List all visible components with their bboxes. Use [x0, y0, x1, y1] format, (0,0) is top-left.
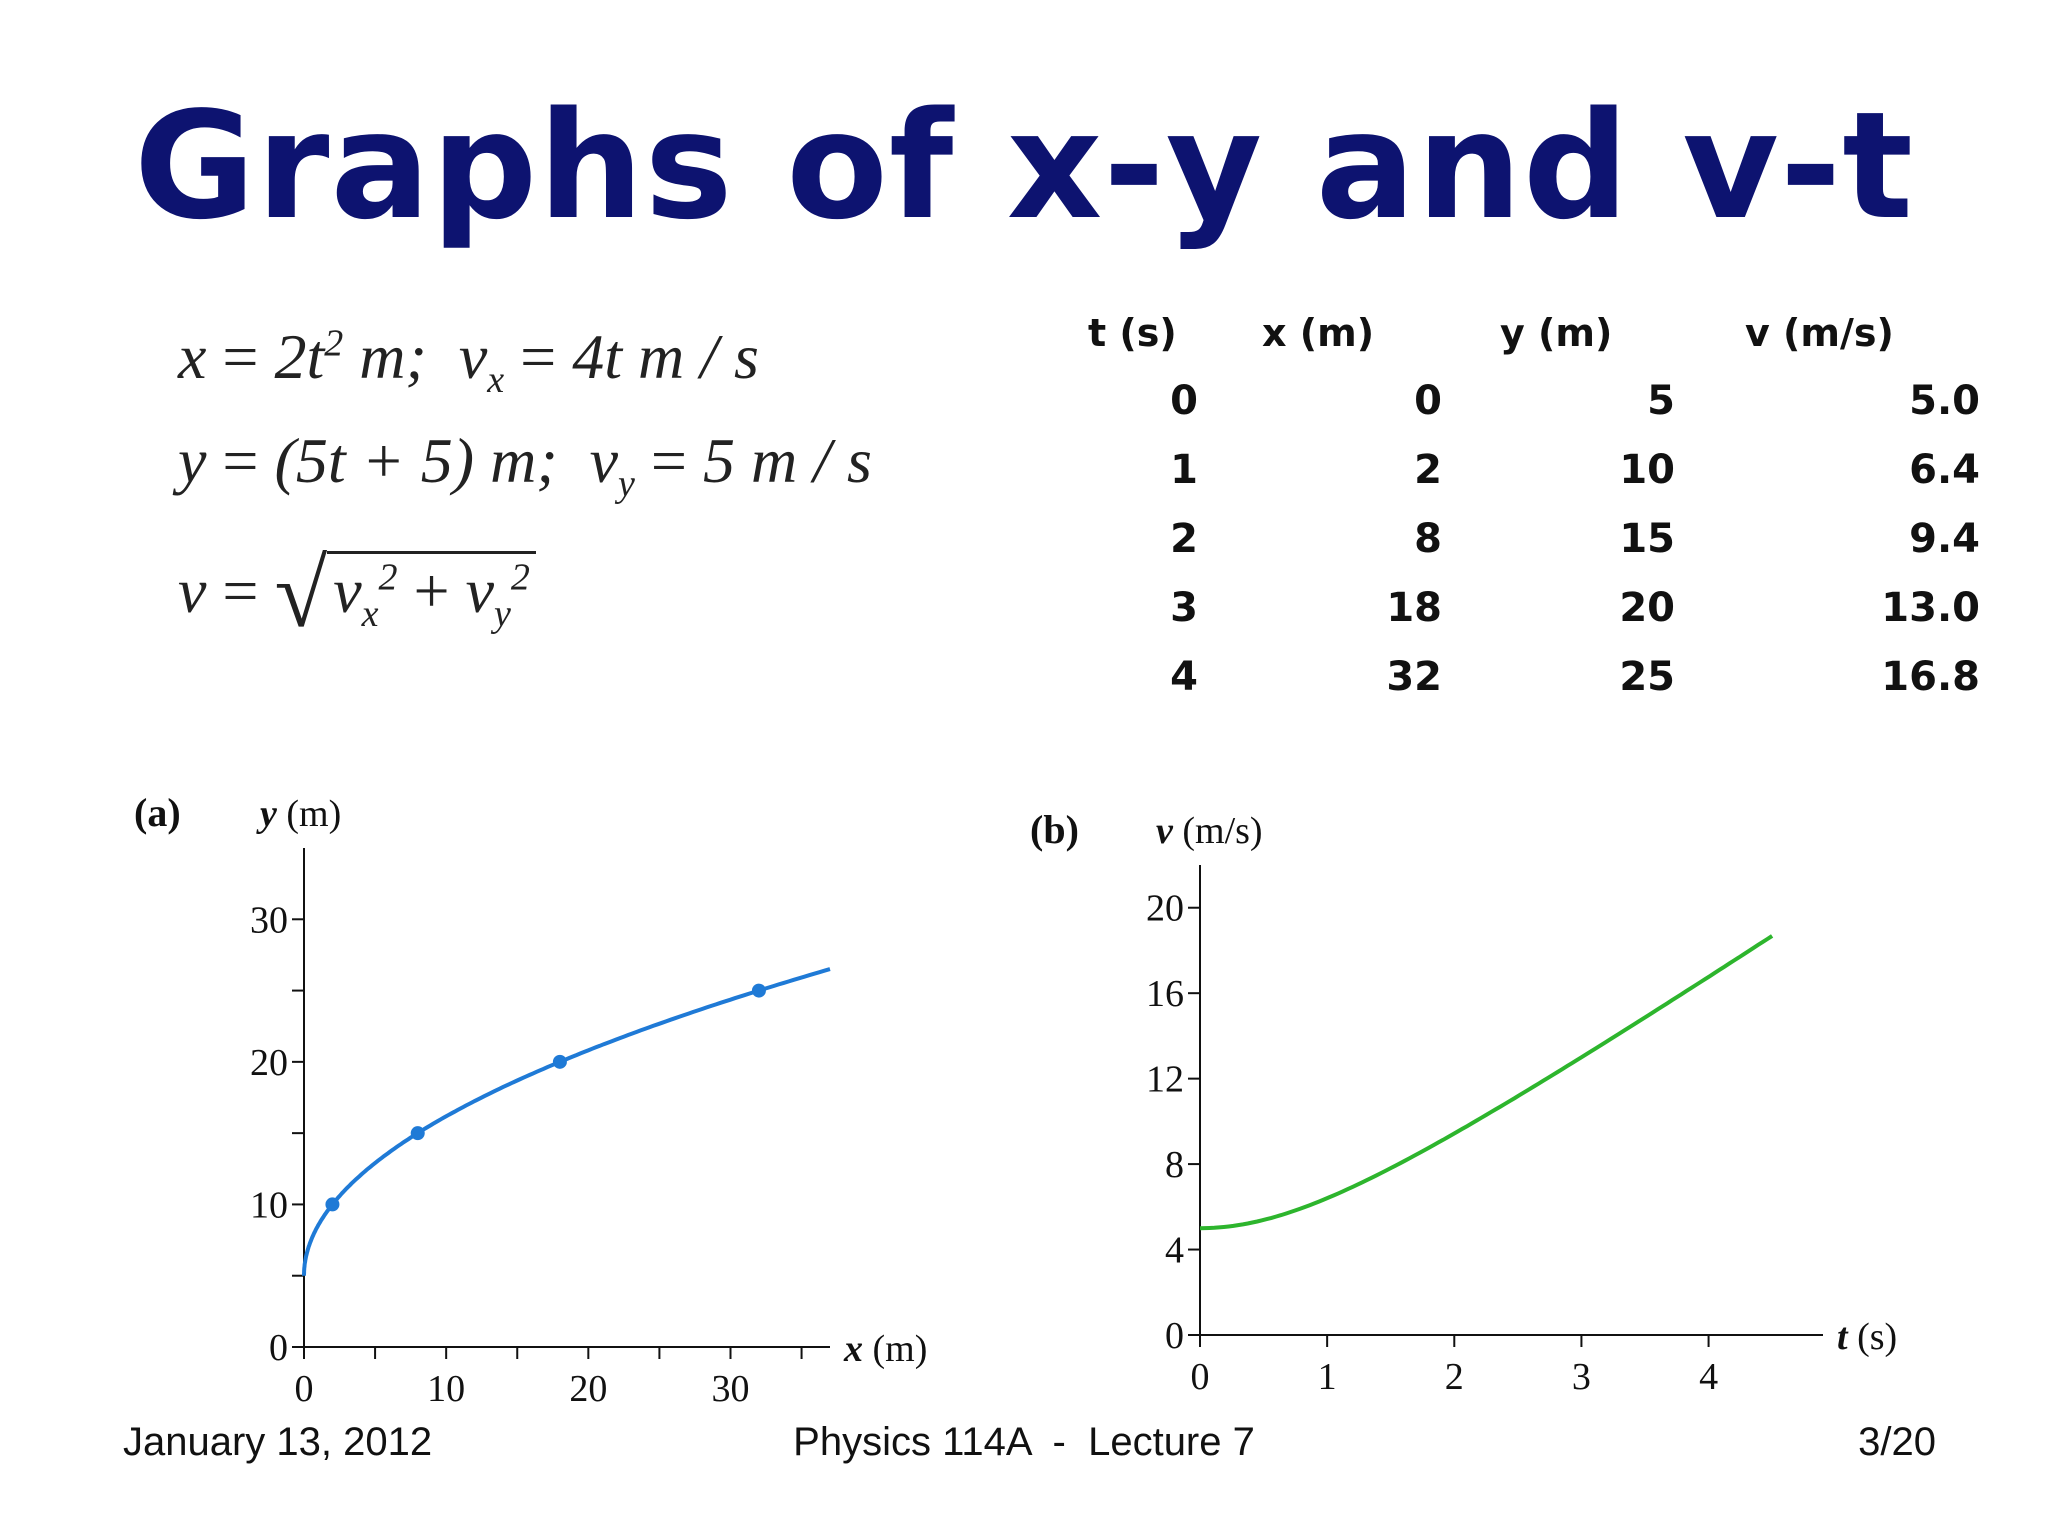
x-tick-label: 1	[1318, 1356, 1337, 1398]
data-table: t (s) x (m) y (m) v (m/s) 0 0 5 5.0 1 2 10 6.4…	[1078, 300, 1980, 711]
table-cell: 18	[1386, 584, 1442, 631]
y-tick-label: 30	[250, 899, 288, 941]
table-header: t (s)	[1088, 311, 1177, 355]
chart-y-vs-x: 0 10 20 30 0 10 20 30 (a) y (m) x (m)	[134, 790, 927, 1410]
x-tick-label: 30	[711, 1368, 749, 1410]
table-cell: 15	[1619, 515, 1675, 562]
y-tick-label: 20	[1146, 888, 1184, 930]
table-cell: 6.4	[1909, 446, 1980, 493]
table-header-row: t (s) x (m) y (m) v (m/s)	[1078, 300, 1980, 366]
table-cell: 8	[1414, 515, 1442, 562]
panel-label: (b)	[1030, 807, 1079, 852]
x-tick-label: 0	[295, 1368, 314, 1410]
series-line	[302, 967, 831, 1276]
footer-course: Physics 114A - Lecture 7	[793, 1420, 1255, 1464]
x-tick-label: 4	[1699, 1356, 1718, 1398]
table-cell: 9.4	[1909, 515, 1980, 562]
table-cell: 2	[1170, 515, 1198, 562]
equation-x: x = 2t2 m; vx = 4t m / s	[178, 321, 759, 401]
table-row: 0 0 5 5.0	[1078, 366, 1980, 435]
table-cell: 16.8	[1881, 653, 1980, 700]
table-row: 2 8 15 9.4	[1078, 504, 1980, 573]
table-cell: 32	[1386, 653, 1442, 700]
y-tick-label: 12	[1146, 1059, 1184, 1101]
data-point	[552, 1054, 567, 1069]
table-cell: 4	[1170, 653, 1198, 700]
x-axis-label: x (m)	[843, 1328, 927, 1370]
table-cell: 20	[1619, 584, 1675, 631]
y-tick-label: 0	[1165, 1315, 1184, 1357]
x-tick-label: 10	[427, 1368, 465, 1410]
data-point	[751, 983, 766, 998]
table-cell: 0	[1414, 377, 1442, 424]
slide-title: Graphs of x-y and v-t	[133, 80, 1915, 252]
y-tick-label: 10	[250, 1184, 288, 1226]
series-line	[1199, 934, 1774, 1231]
square-root-icon: √vx2 + vy2	[275, 538, 536, 649]
panel-label: (a)	[134, 790, 181, 835]
table-cell: 1	[1170, 446, 1198, 493]
x-tick-label: 0	[1191, 1356, 1210, 1398]
table-cell: 0	[1170, 377, 1198, 424]
data-point	[325, 1197, 340, 1212]
table-cell: 2	[1414, 446, 1442, 493]
x-tick-label: 20	[569, 1368, 607, 1410]
y-tick-label: 4	[1165, 1230, 1184, 1272]
x-tick-label: 2	[1445, 1356, 1464, 1398]
y-tick-label: 16	[1146, 973, 1184, 1015]
equation-y: y = (5t + 5) m; vy = 5 m / s	[178, 425, 872, 505]
table-header: v (m/s)	[1745, 311, 1894, 355]
table-cell: 5.0	[1909, 377, 1980, 424]
table-header: x (m)	[1262, 311, 1375, 355]
table-cell: 10	[1619, 446, 1675, 493]
table-row: 1 2 10 6.4	[1078, 435, 1980, 504]
table-cell: 25	[1619, 653, 1675, 700]
table-cell: 3	[1170, 584, 1198, 631]
table-cell: 13.0	[1881, 584, 1980, 631]
y-tick-label: 0	[269, 1327, 288, 1369]
y-tick-label: 8	[1165, 1144, 1184, 1186]
table-row: 3 18 20 13.0	[1078, 573, 1980, 642]
x-tick-label: 3	[1572, 1356, 1591, 1398]
table-header: y (m)	[1500, 311, 1613, 355]
y-axis-label: y (m)	[256, 793, 341, 835]
y-tick-label: 20	[250, 1042, 288, 1084]
x-axis-label: t (s)	[1837, 1316, 1897, 1358]
table-cell: 5	[1647, 377, 1675, 424]
equation-v: v = √vx2 + vy2	[178, 538, 536, 649]
y-axis-label: v (m/s)	[1156, 810, 1263, 852]
footer-page-number: 3/20	[1858, 1420, 1936, 1464]
footer-date: January 13, 2012	[123, 1420, 433, 1464]
table-row: 4 32 25 16.8	[1078, 642, 1980, 711]
data-point	[410, 1126, 425, 1141]
